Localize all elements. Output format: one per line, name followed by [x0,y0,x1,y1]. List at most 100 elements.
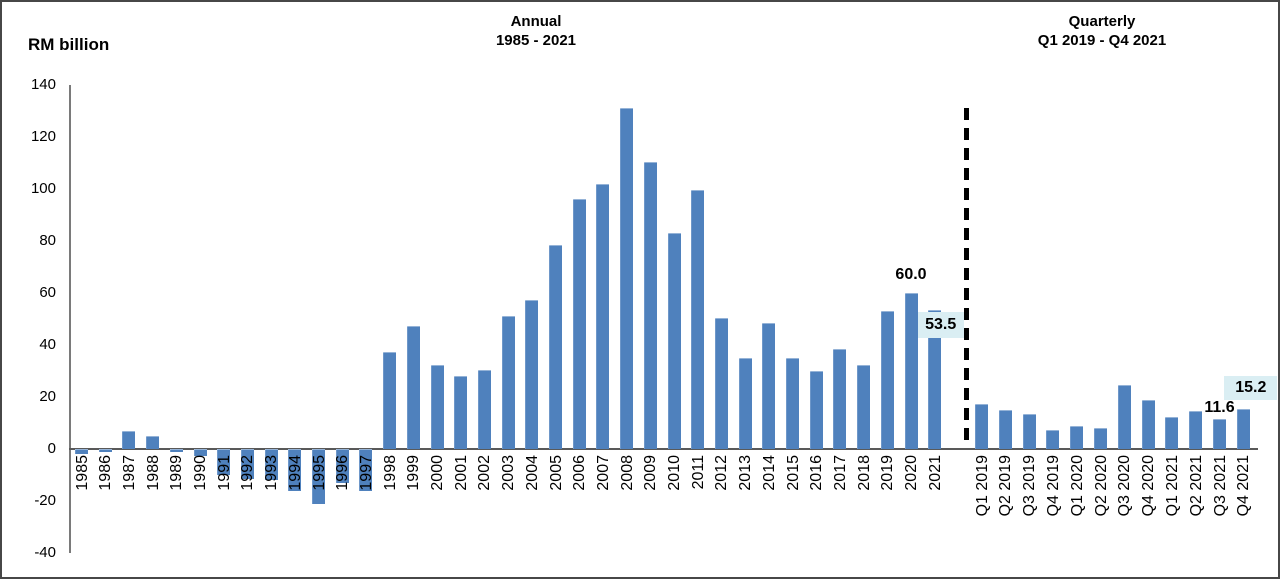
x-axis-label-2015: 2015 [784,455,802,491]
bar-quarterly-q2-2021 [1189,411,1203,449]
x-axis-label-2006: 2006 [571,455,589,491]
x-axis-label-1996: 1996 [334,455,352,491]
bar-quarterly-q1-2020 [1070,425,1084,449]
bar-quarterly-q4-2019 [1046,429,1060,449]
bar-annual-2017 [833,348,847,449]
x-axis-label-2020: 2020 [903,455,920,491]
x-axis-label-2000: 2000 [429,455,446,491]
x-axis-label-2014: 2014 [760,455,778,491]
bar-annual-2020 [904,293,918,449]
y-axis-tick-label: 40 [39,336,56,353]
y-axis-tick-label: 80 [39,232,56,249]
x-axis-label-1987: 1987 [120,455,138,491]
y-axis-tick-label: 100 [30,180,56,197]
x-axis-label-2017: 2017 [831,455,849,491]
x-axis-label-2002: 2002 [476,455,494,491]
x-axis-label-1989: 1989 [168,455,186,491]
x-axis-label-q3-2021: Q3 2021 [1211,455,1229,517]
x-axis-label-q2-2021: Q2 2021 [1187,455,1205,517]
x-axis-label-2013: 2013 [737,455,755,491]
y-axis-tick-label: 20 [39,388,56,405]
bar-quarterly-q4-2021 [1236,409,1250,449]
x-axis-label-2011: 2011 [689,455,707,490]
bar-quarterly-q2-2019 [998,410,1012,449]
bar-annual-1995 [312,449,325,504]
bar-annual-2012 [714,317,728,449]
annotation-2021: 53.5 [917,311,964,338]
x-axis-label-q4-2021: Q4 2021 [1235,455,1253,517]
bar-annual-2005 [549,244,562,449]
bar-quarterly-q1-2021 [1165,416,1179,449]
x-axis-label-1992: 1992 [239,455,257,491]
x-axis-label-1998: 1998 [381,455,399,491]
x-axis-label-2003: 2003 [500,455,518,491]
period-divider-dashed-line [964,108,969,444]
x-axis-label-q1-2019: Q1 2019 [973,455,991,517]
bar-annual-1992 [240,449,254,479]
x-axis-label-q4-2019: Q4 2019 [1044,455,1062,517]
bar-annual-1999 [406,325,420,449]
bar-annual-2016 [809,371,823,449]
x-axis-label-1985: 1985 [73,455,91,491]
y-axis-tick-label: -20 [34,492,56,509]
x-axis-label-2004: 2004 [523,455,541,491]
bar-annual-2011 [691,190,705,449]
bar-annual-2004 [525,299,539,449]
bar-annual-1991 [217,449,231,475]
bar-annual-2002 [477,369,491,449]
bar-annual-2015 [786,358,799,449]
bar-annual-2001 [454,376,468,449]
bar-annual-2008 [620,108,634,449]
x-axis-label-1994: 1994 [286,455,304,491]
bar-annual-2013 [738,358,752,449]
bar-annual-1994 [288,449,302,491]
bar-annual-2014 [762,322,776,449]
y-axis-tick-label: 140 [30,76,56,93]
bar-annual-2009 [643,161,657,449]
x-axis-label-q1-2021: Q1 2021 [1163,455,1181,517]
x-axis-label-q3-2020: Q3 2020 [1116,455,1134,517]
annual-title-line2: 1985 - 2021 [495,32,577,49]
annual-panel-title: Annual 1985 - 2021 [426,12,646,50]
bar-annual-1985 [75,449,88,455]
bar-annual-2000 [430,364,444,449]
x-axis-label-2018: 2018 [855,455,873,491]
bar-quarterly-q3-2019 [1022,413,1036,449]
x-axis-zero-line [69,448,1258,450]
bar-annual-2003 [501,316,515,449]
bar-quarterly-q2-2020 [1094,428,1107,449]
x-axis-label-2008: 2008 [618,455,636,491]
bar-annual-1989 [169,449,183,452]
bar-quarterly-q4-2020 [1141,399,1155,449]
bar-annual-1986 [98,449,112,452]
x-axis-label-2012: 2012 [713,455,731,491]
bar-annual-2006 [572,199,586,449]
bar-annual-1993 [264,449,278,481]
y-axis-tick-label: 60 [39,284,56,301]
x-axis-label-2010: 2010 [666,455,683,491]
x-axis-label-2007: 2007 [594,455,612,491]
bar-annual-2021 [928,309,942,449]
x-axis-label-q2-2020: Q2 2020 [1092,455,1110,517]
x-axis-label-q2-2019: Q2 2019 [997,455,1015,517]
bar-annual-1996 [335,449,349,483]
bar-annual-2007 [596,183,610,449]
y-axis-line [69,85,71,553]
bar-quarterly-q3-2021 [1213,418,1226,449]
x-axis-label-1986: 1986 [97,455,115,491]
bar-annual-1988 [146,436,160,449]
x-axis-label-1995: 1995 [310,455,328,491]
bar-annual-2010 [667,233,681,449]
annotation-q3-2021: 11.6 [1204,398,1235,416]
quarterly-panel-title: Quarterly Q1 2019 - Q4 2021 [992,12,1212,50]
bar-annual-1997 [359,449,373,491]
x-axis-label-2021: 2021 [926,455,944,491]
bar-annual-2019 [880,311,894,449]
x-axis-label-2005: 2005 [547,455,565,491]
quarterly-title-line2: Q1 2019 - Q4 2021 [1037,32,1167,49]
x-axis-label-1997: 1997 [357,455,375,491]
y-axis-tick-label: 0 [47,440,56,457]
x-axis-label-1990: 1990 [192,455,209,491]
x-axis-label-2001: 2001 [452,455,470,491]
